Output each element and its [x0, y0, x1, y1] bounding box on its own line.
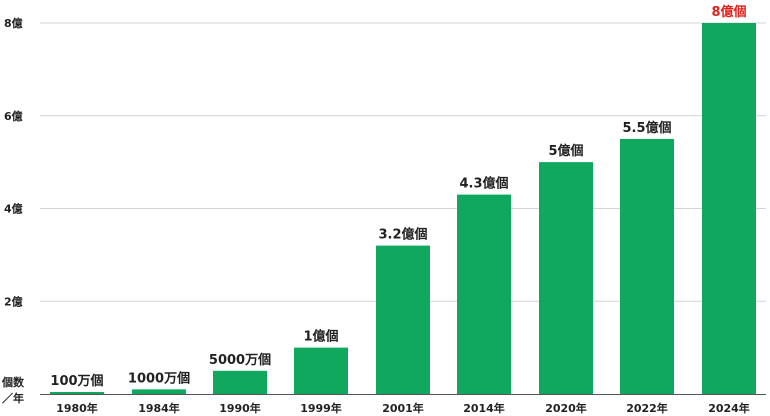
bar [294, 347, 348, 394]
y-tick-label: 6億 [4, 109, 23, 123]
y-axis-label-bottom: ／年 [2, 392, 24, 405]
data-label: 8億個 [711, 4, 746, 20]
x-tick-label: 2020年 [545, 401, 587, 415]
y-tick-label: 2億 [4, 294, 23, 308]
y-tick-label: 4億 [4, 202, 23, 216]
data-label: 4.3億個 [459, 176, 508, 192]
x-tick-label: 2014年 [463, 401, 505, 415]
bar [539, 162, 593, 394]
y-tick-label: 8億 [4, 16, 23, 30]
x-tick-label: 1980年 [56, 401, 98, 415]
data-label: 100万個 [50, 373, 103, 389]
x-tick-label: 2022年 [626, 401, 668, 415]
bar [457, 194, 511, 394]
bar [132, 389, 186, 394]
bar [620, 138, 674, 394]
data-label: 5.5億個 [622, 120, 671, 136]
data-label: 5億個 [548, 143, 583, 159]
bar [702, 23, 756, 394]
bar [376, 245, 430, 394]
data-label: 5000万個 [209, 352, 271, 368]
bar [213, 370, 267, 394]
bar [50, 392, 104, 394]
data-label: 1000万個 [128, 370, 190, 386]
x-tick-label: 1984年 [138, 401, 180, 415]
x-tick-label: 2001年 [382, 401, 424, 415]
data-label: 1億個 [303, 329, 338, 345]
x-tick-label: 1990年 [219, 401, 261, 415]
y-axis-label-top: 個数 [2, 376, 24, 389]
x-tick-label: 1999年 [300, 401, 342, 415]
data-label: 3.2億個 [378, 227, 427, 243]
x-tick-label: 2024年 [708, 401, 750, 415]
